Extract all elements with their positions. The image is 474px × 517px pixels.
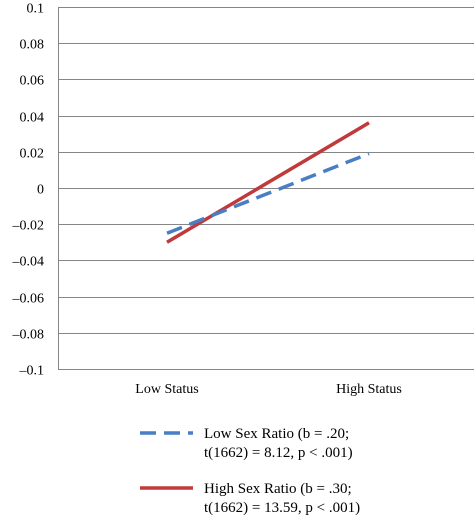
y-tick-label: –0.1: [19, 364, 45, 379]
y-tick-label: –0.04: [12, 255, 45, 270]
legend-label-stats: t(1662) = 13.59, p < .001): [204, 500, 360, 516]
series-line-high-sex-ratio: [166, 121, 370, 244]
x-tick-labels: Low Status High Status: [135, 382, 402, 397]
series-lines: [166, 121, 370, 244]
legend: Low Sex Ratio (b = .20; t(1662) = 8.12, p…: [140, 426, 360, 516]
y-tick-label: –0.02: [12, 219, 45, 234]
gridlines: [58, 7, 474, 370]
legend-label: High Sex Ratio (b = .30;: [204, 481, 352, 497]
legend-label: Low Sex Ratio (b = .20;: [204, 426, 349, 442]
y-tick-label: 0.1: [27, 2, 45, 17]
y-tick-label: 0.04: [20, 111, 45, 126]
y-tick-labels: 0.1 0.08 0.06 0.04 0.02 0 –0.02 –0.04 –0.06 –0.08…: [12, 2, 45, 379]
y-tick-label: –0.06: [12, 292, 45, 307]
y-tick-label: –0.08: [12, 328, 45, 343]
x-tick-label: High Status: [336, 382, 402, 397]
series-line-low-sex-ratio: [166, 151, 370, 235]
legend-label-stats: t(1662) = 8.12, p < .001): [204, 445, 353, 461]
y-tick-label: 0.08: [20, 38, 45, 53]
y-tick-label: 0: [37, 183, 44, 198]
y-tick-label: 0.02: [20, 147, 45, 162]
y-tick-label: 0.06: [20, 74, 45, 89]
x-tick-label: Low Status: [135, 382, 198, 397]
